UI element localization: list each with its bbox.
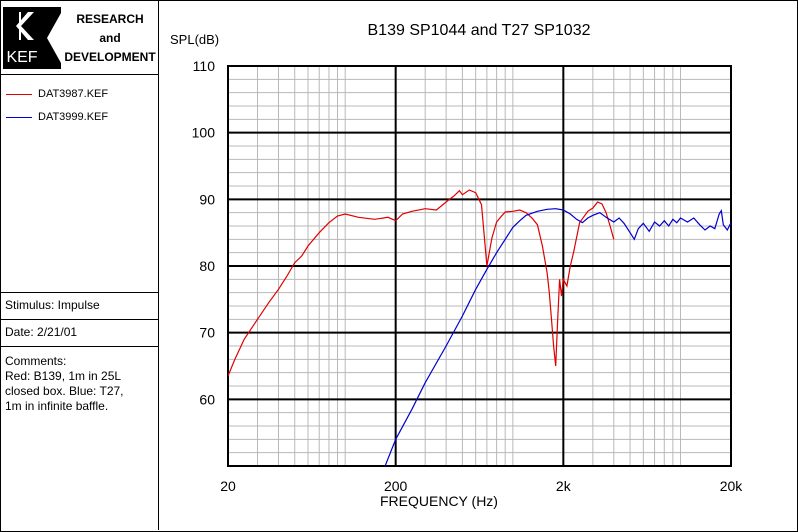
logo-brand-text: KEF <box>6 49 37 66</box>
y-tick-label: 110 <box>193 58 216 74</box>
logo-line-research: RESEARCH <box>76 12 144 26</box>
legend: DAT3987.KEF DAT3999.KEF <box>0 75 158 293</box>
logo-line-and: and <box>99 31 121 45</box>
y-tick-label: 100 <box>192 125 216 141</box>
comments-line: closed box. Blue: T27, <box>5 384 124 398</box>
legend-swatch-blue <box>6 116 32 118</box>
comments-line: Comments: <box>5 354 67 368</box>
series-line-red <box>228 189 615 377</box>
legend-item-red: DAT3987.KEF <box>6 86 108 102</box>
y-tick-label: 90 <box>199 191 215 207</box>
x-tick-label: 20k <box>720 478 744 494</box>
logo-box: KEF RESEARCH and DEVELOPMENT <box>0 0 158 75</box>
kef-logo: KEF <box>3 7 61 69</box>
series-line-blue <box>384 208 731 466</box>
date-text: Date: 2/21/01 <box>5 325 78 339</box>
y-tick-label: 70 <box>199 325 215 341</box>
plot-border <box>227 65 732 467</box>
comments-line: 1m in infinite baffle. <box>5 399 109 413</box>
comments: Comments: Red: B139, 1m in 25L closed bo… <box>5 354 155 414</box>
x-tick-label: 200 <box>384 478 408 494</box>
comments-line: Red: B139, 1m in 25L <box>5 369 122 383</box>
y-tick-label: 60 <box>199 391 215 407</box>
y-axis-label: SPL(dB) <box>170 32 220 47</box>
y-tick-label: 80 <box>199 258 215 274</box>
legend-item-blue: DAT3999.KEF <box>6 109 108 125</box>
x-tick-label: 2k <box>556 478 572 494</box>
date-row: Date: 2/21/01 <box>0 320 158 347</box>
x-tick-label: 20 <box>220 478 236 494</box>
logo-text: RESEARCH and DEVELOPMENT <box>62 10 158 67</box>
legend-label-red: DAT3987.KEF <box>38 88 109 100</box>
sidebar: KEF RESEARCH and DEVELOPMENT DAT3987.KEF… <box>0 0 159 530</box>
legend-swatch-red <box>6 93 32 95</box>
stimulus-text: Stimulus: Impulse <box>5 298 100 312</box>
legend-label-blue: DAT3999.KEF <box>38 111 109 123</box>
chart-title: B139 SP1044 and T27 SP1032 <box>367 22 591 39</box>
stimulus-row: Stimulus: Impulse <box>0 293 158 320</box>
logo-line-development: DEVELOPMENT <box>64 50 156 64</box>
x-axis-label: FREQUENCY (Hz) <box>380 493 498 509</box>
